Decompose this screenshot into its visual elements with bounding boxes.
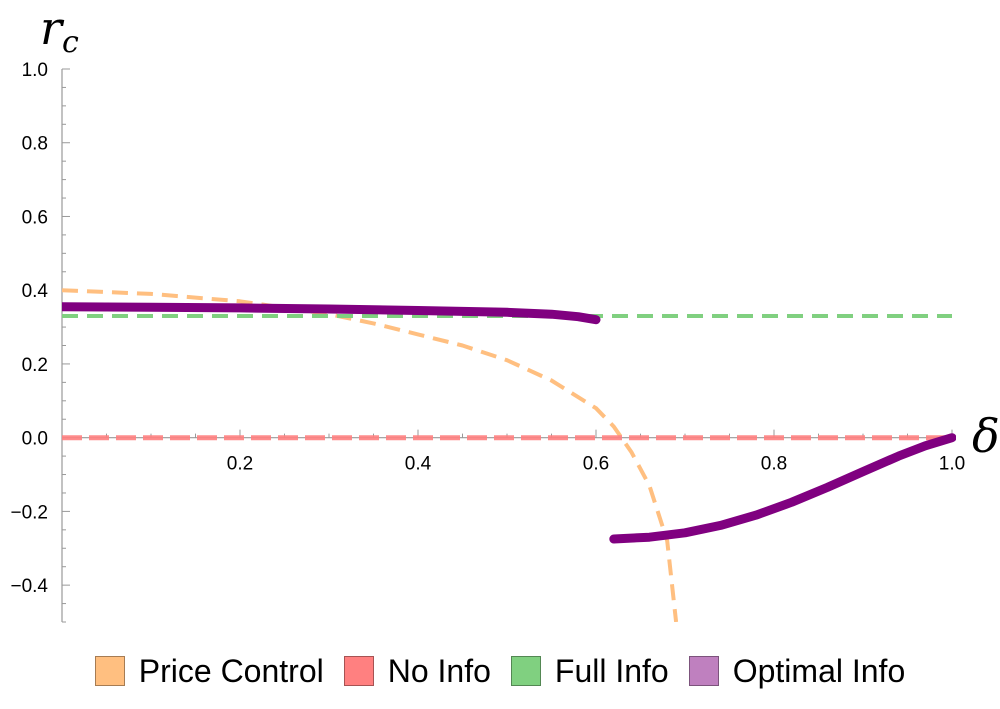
legend-item-optimal-info: Optimal Info bbox=[688, 652, 906, 690]
x-tick-label: 1.0 bbox=[939, 454, 965, 475]
legend-label: Optimal Info bbox=[732, 652, 906, 689]
y-tick-label: 0.2 bbox=[22, 355, 48, 376]
legend-swatch bbox=[688, 656, 719, 686]
optimal-info-line-segment-1 bbox=[62, 302, 601, 325]
y-axis-label-sub: c bbox=[62, 25, 79, 60]
x-tick-label: 0.2 bbox=[227, 454, 253, 475]
y-tick-label: 0.8 bbox=[22, 134, 48, 155]
legend-item-price-control: Price Control bbox=[94, 652, 324, 690]
legend-swatch bbox=[94, 656, 125, 686]
legend-label: Price Control bbox=[138, 652, 324, 689]
y-tick-label: 0.0 bbox=[22, 429, 48, 450]
x-tick-label: 0.6 bbox=[583, 454, 609, 475]
legend-item-full-info: Full Info bbox=[510, 652, 669, 690]
y-axis-label: rc bbox=[40, 1, 79, 60]
y-tick-label: 0.6 bbox=[22, 207, 48, 228]
legend-label: No Info bbox=[387, 652, 491, 689]
optimal-info-line-segment-2 bbox=[609, 433, 956, 544]
y-axis-label-main: r bbox=[40, 1, 65, 55]
legend-item-no-info: No Info bbox=[343, 652, 491, 690]
x-axis-label: δ bbox=[972, 409, 1000, 463]
x-tick-label: 0.4 bbox=[405, 454, 432, 475]
tick-labels: −0.4 −0.2 0.0 0.2 0.4 0.6 0.8 1.0 0.2 0.4 0.6 0.8 1.… bbox=[10, 60, 965, 597]
y-tick-label: 0.4 bbox=[22, 281, 49, 302]
axes bbox=[61, 68, 953, 623]
legend-swatch bbox=[343, 656, 374, 686]
legend-label: Full Info bbox=[554, 652, 669, 689]
y-tick-label: −0.4 bbox=[10, 576, 48, 597]
x-tick-label: 0.8 bbox=[761, 454, 787, 475]
plot-series bbox=[62, 288, 956, 622]
y-tick-label: 1.0 bbox=[22, 60, 48, 81]
legend: Price Control No Info Full Info Optimal Inf… bbox=[0, 648, 1000, 694]
y-tick-label: −0.2 bbox=[10, 502, 48, 523]
legend-swatch bbox=[510, 656, 541, 686]
